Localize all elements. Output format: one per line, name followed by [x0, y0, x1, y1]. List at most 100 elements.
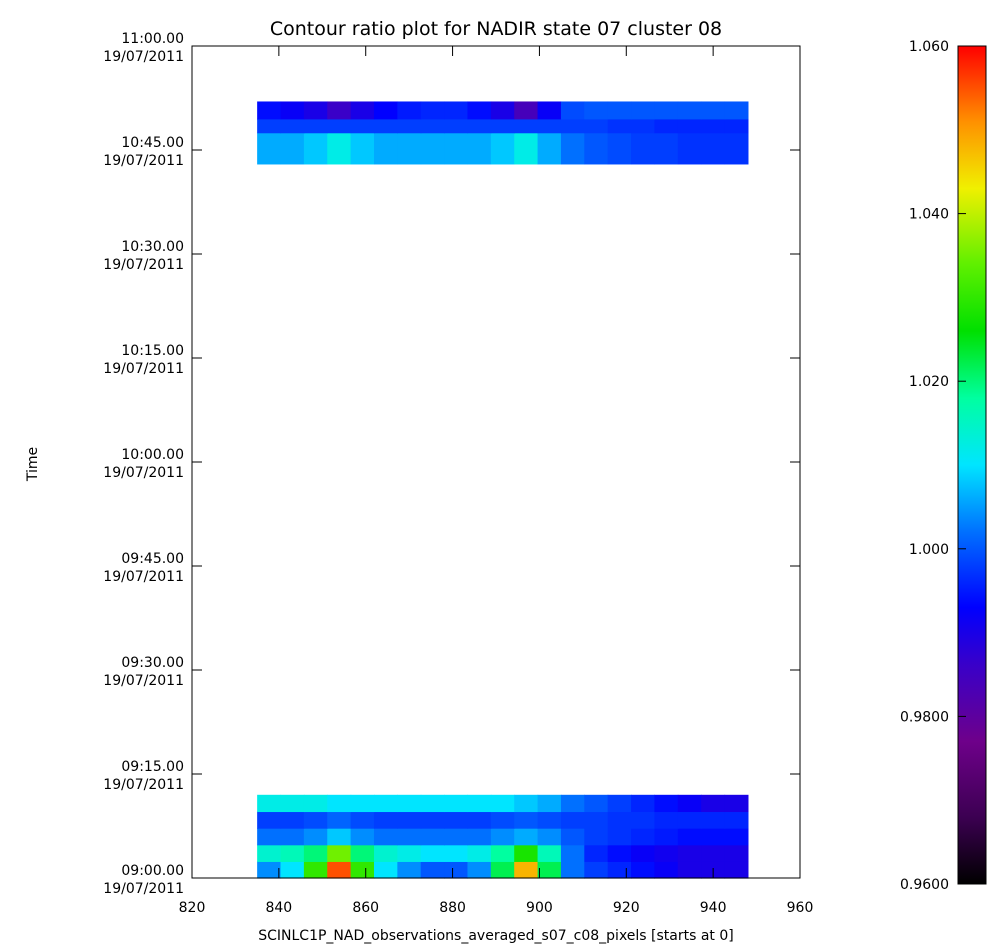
heatmap-cell: [373, 811, 398, 829]
x-axis-label: SCINLC1P_NAD_observations_averaged_s07_c…: [258, 928, 734, 944]
heatmap-cell: [584, 828, 609, 846]
heatmap-cell: [560, 101, 585, 120]
heatmap-cell: [397, 132, 422, 165]
heatmap-cell: [467, 118, 492, 134]
heatmap-cell: [397, 794, 422, 813]
heatmap-cell: [420, 828, 445, 846]
heatmap-cell: [397, 811, 422, 829]
heatmap-cell: [350, 118, 375, 134]
heatmap-cell: [373, 828, 398, 846]
colorbar-tick-label: 0.9600: [900, 877, 949, 893]
heatmap-cell: [444, 118, 469, 134]
heatmap-cell: [584, 101, 609, 120]
y-tick-time-label: 11:00.00: [121, 31, 184, 47]
heatmap-cell: [467, 828, 492, 846]
heatmap-cell: [444, 844, 469, 862]
heatmap-cell: [607, 101, 632, 120]
heatmap-cell: [420, 118, 445, 134]
heatmap-cell: [373, 844, 398, 862]
heatmap-cell: [420, 132, 445, 165]
heatmap-cell: [327, 794, 352, 813]
heatmap-cell: [303, 118, 328, 134]
heatmap-cell: [537, 118, 562, 134]
heatmap-cell: [607, 861, 632, 879]
heatmap-cell: [467, 861, 492, 879]
heatmap-cell: [514, 844, 539, 862]
heatmap-cell: [373, 118, 398, 134]
colorbar: [957, 45, 987, 885]
heatmap-cell: [490, 132, 515, 165]
heatmap-cell: [303, 794, 328, 813]
heatmap-cell: [677, 828, 702, 846]
heatmap-cell: [350, 811, 375, 829]
heatmap-cell: [654, 861, 679, 879]
heatmap-cell: [537, 861, 562, 879]
heatmap-cell: [420, 844, 445, 862]
heatmap-cell: [420, 861, 445, 879]
heatmap-cell: [677, 861, 702, 879]
heatmap-cell: [537, 828, 562, 846]
heatmap-cell: [327, 118, 352, 134]
y-tick-date-label: 19/07/2011: [103, 49, 184, 65]
heatmap-cell: [303, 844, 328, 862]
heatmap-cell: [607, 828, 632, 846]
heatmap-cell: [677, 811, 702, 829]
heatmap-cell: [397, 828, 422, 846]
y-tick-time-label: 10:45.00: [121, 135, 184, 151]
heatmap-cell: [514, 828, 539, 846]
heatmap-cell: [327, 811, 352, 829]
heatmap-cell: [631, 794, 656, 813]
colorbar-tick-label: 1.040: [909, 207, 949, 223]
heatmap-cell: [373, 132, 398, 165]
y-tick-time-label: 10:15.00: [121, 343, 184, 359]
heatmap-cell: [537, 101, 562, 120]
heatmap-cell: [701, 811, 726, 829]
heatmap-cell: [490, 861, 515, 879]
x-tick-label: 920: [613, 900, 640, 916]
heatmap-cell: [631, 101, 656, 120]
heatmap-cell: [701, 844, 726, 862]
heatmap-cell: [537, 794, 562, 813]
heatmap-cell: [514, 118, 539, 134]
heatmap-cell: [350, 828, 375, 846]
heatmap-cell: [677, 118, 702, 134]
heatmap-cell: [303, 861, 328, 879]
heatmap-cell: [631, 811, 656, 829]
heatmap-cell: [654, 811, 679, 829]
heatmap-cell: [490, 794, 515, 813]
heatmap-cell: [257, 794, 282, 813]
heatmap-cell: [724, 132, 749, 165]
y-tick-date-label: 19/07/2011: [103, 673, 184, 689]
heatmap-cell: [280, 811, 305, 829]
heatmap-cell: [444, 132, 469, 165]
heatmap-cell: [537, 844, 562, 862]
heatmap-cell: [724, 101, 749, 120]
heatmap-cell: [654, 794, 679, 813]
x-axis-ticks: 820 840 860 880 900 920 940 960: [179, 46, 813, 916]
heatmap-cell: [467, 132, 492, 165]
heatmap-cell: [257, 811, 282, 829]
heatmap-cell: [303, 132, 328, 165]
heatmap-cell: [584, 811, 609, 829]
colorbar-tick-label: 1.000: [909, 542, 949, 558]
heatmap-cell: [490, 811, 515, 829]
heatmap-cell: [350, 132, 375, 165]
heatmap-cell: [257, 101, 282, 120]
heatmap-cell: [397, 861, 422, 879]
y-tick-date-label: 19/07/2011: [103, 465, 184, 481]
heatmap-cell: [654, 828, 679, 846]
heatmap-cell: [560, 132, 585, 165]
y-tick-time-label: 09:45.00: [121, 551, 184, 567]
heatmap-cell: [724, 828, 749, 846]
heatmap-cell: [350, 861, 375, 879]
y-tick-time-label: 10:00.00: [121, 447, 184, 463]
heatmap-cell: [280, 828, 305, 846]
heatmap-cell: [514, 811, 539, 829]
heatmap-cell: [677, 794, 702, 813]
heatmap-cell: [514, 794, 539, 813]
heatmap-cell: [490, 101, 515, 120]
y-tick-time-label: 09:15.00: [121, 759, 184, 775]
x-tick-label: 900: [526, 900, 553, 916]
heatmap-cell: [280, 861, 305, 879]
heatmap-cell: [560, 118, 585, 134]
